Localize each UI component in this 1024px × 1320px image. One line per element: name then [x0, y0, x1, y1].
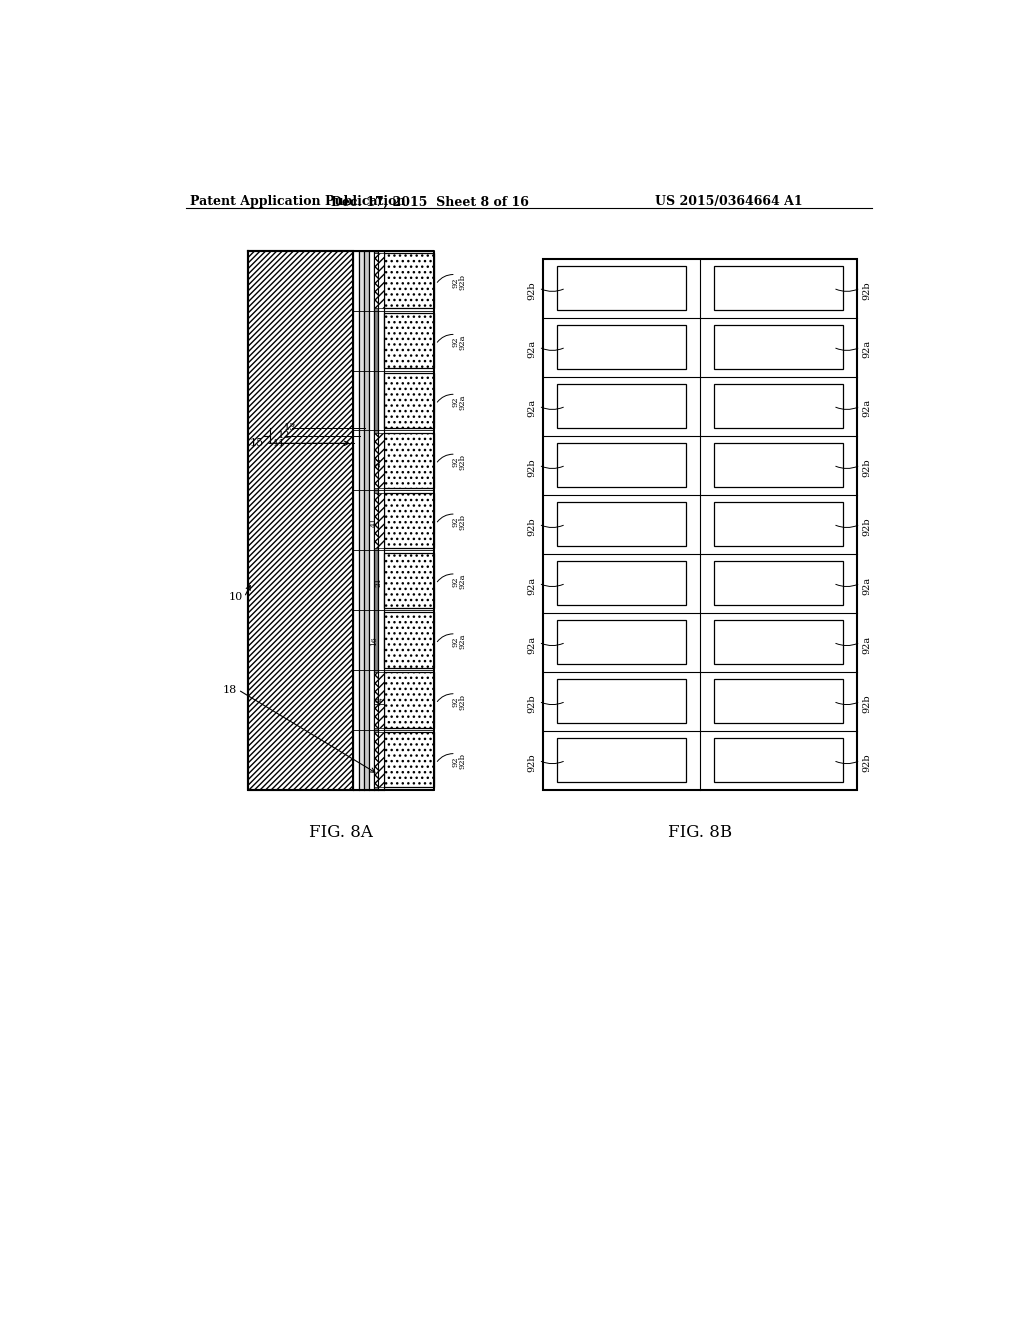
- Polygon shape: [384, 253, 434, 309]
- Text: 92b: 92b: [459, 754, 467, 770]
- Polygon shape: [557, 738, 686, 781]
- Polygon shape: [384, 612, 434, 668]
- Text: 92b: 92b: [459, 513, 467, 529]
- Polygon shape: [557, 384, 686, 428]
- Polygon shape: [543, 259, 856, 789]
- Polygon shape: [384, 672, 434, 727]
- Text: 92a: 92a: [459, 574, 467, 590]
- Polygon shape: [378, 433, 384, 488]
- Polygon shape: [248, 251, 352, 789]
- Text: 92b: 92b: [459, 275, 467, 290]
- Polygon shape: [374, 492, 378, 548]
- Polygon shape: [557, 444, 686, 487]
- Polygon shape: [374, 251, 378, 789]
- Polygon shape: [384, 553, 434, 607]
- Polygon shape: [369, 251, 374, 789]
- Text: 41: 41: [370, 517, 378, 527]
- Text: 92a: 92a: [527, 400, 537, 417]
- Polygon shape: [557, 267, 686, 310]
- Text: 92a: 92a: [862, 635, 871, 653]
- Polygon shape: [365, 251, 369, 789]
- Text: 92a: 92a: [862, 577, 871, 594]
- Polygon shape: [384, 733, 434, 788]
- Polygon shape: [359, 251, 365, 789]
- Text: 92a: 92a: [862, 400, 871, 417]
- Text: 92a: 92a: [459, 634, 467, 649]
- Polygon shape: [557, 561, 686, 605]
- Text: 92b: 92b: [862, 517, 871, 536]
- Text: 92: 92: [452, 696, 459, 706]
- Text: 92a: 92a: [527, 635, 537, 653]
- Text: FIG. 8B: FIG. 8B: [668, 825, 731, 841]
- Polygon shape: [378, 253, 384, 309]
- Text: 92a: 92a: [527, 577, 537, 594]
- Polygon shape: [714, 620, 843, 664]
- Polygon shape: [378, 251, 384, 789]
- Text: 92b: 92b: [527, 281, 537, 300]
- Text: 92: 92: [452, 337, 459, 347]
- Polygon shape: [352, 251, 359, 789]
- Text: 92: 92: [452, 397, 459, 408]
- Text: 92b: 92b: [862, 754, 871, 772]
- Text: 92a: 92a: [527, 341, 537, 359]
- Polygon shape: [557, 503, 686, 546]
- Polygon shape: [714, 503, 843, 546]
- Text: 92b: 92b: [527, 694, 537, 713]
- Text: 92b: 92b: [527, 458, 537, 477]
- Polygon shape: [378, 733, 384, 788]
- Polygon shape: [557, 620, 686, 664]
- Polygon shape: [557, 325, 686, 368]
- Polygon shape: [378, 492, 384, 548]
- Text: 92b: 92b: [459, 693, 467, 710]
- Polygon shape: [384, 433, 434, 488]
- Polygon shape: [384, 492, 434, 548]
- Polygon shape: [714, 267, 843, 310]
- Polygon shape: [714, 680, 843, 723]
- Polygon shape: [384, 313, 434, 368]
- Text: 10: 10: [228, 593, 243, 602]
- Text: 16: 16: [370, 636, 378, 647]
- Text: 92a: 92a: [459, 334, 467, 350]
- Text: 92: 92: [452, 457, 459, 467]
- Text: 19: 19: [375, 697, 382, 706]
- Text: 92: 92: [452, 516, 459, 527]
- Text: 92a: 92a: [862, 341, 871, 359]
- Text: 21: 21: [375, 577, 382, 586]
- Polygon shape: [714, 325, 843, 368]
- Polygon shape: [374, 253, 378, 309]
- Text: 15: 15: [250, 438, 263, 449]
- Text: 92b: 92b: [459, 454, 467, 470]
- Text: Patent Application Publication: Patent Application Publication: [190, 195, 406, 209]
- Polygon shape: [384, 372, 434, 428]
- Text: 92: 92: [452, 277, 459, 288]
- Polygon shape: [714, 738, 843, 781]
- Text: 92b: 92b: [862, 458, 871, 477]
- Text: US 2015/0364664 A1: US 2015/0364664 A1: [655, 195, 803, 209]
- Text: 17: 17: [379, 697, 387, 706]
- Polygon shape: [557, 680, 686, 723]
- Polygon shape: [374, 733, 378, 788]
- Text: 92b: 92b: [862, 281, 871, 300]
- Polygon shape: [714, 561, 843, 605]
- Text: FIG. 8A: FIG. 8A: [309, 825, 373, 841]
- Text: 92: 92: [452, 577, 459, 587]
- Polygon shape: [714, 444, 843, 487]
- Text: 13: 13: [284, 424, 296, 433]
- Text: 92: 92: [452, 756, 459, 767]
- Text: 22: 22: [375, 457, 382, 467]
- Polygon shape: [374, 672, 378, 727]
- Text: 18: 18: [222, 685, 237, 694]
- Polygon shape: [714, 384, 843, 428]
- Text: Dec. 17, 2015  Sheet 8 of 16: Dec. 17, 2015 Sheet 8 of 16: [332, 195, 529, 209]
- Text: 92a: 92a: [459, 395, 467, 409]
- Text: 92: 92: [452, 636, 459, 647]
- Text: 92b: 92b: [527, 754, 537, 772]
- Polygon shape: [374, 433, 378, 488]
- Polygon shape: [378, 672, 384, 727]
- Text: 92b: 92b: [862, 694, 871, 713]
- Text: 12: 12: [279, 432, 291, 440]
- Text: 92b: 92b: [527, 517, 537, 536]
- Text: 11: 11: [272, 438, 286, 447]
